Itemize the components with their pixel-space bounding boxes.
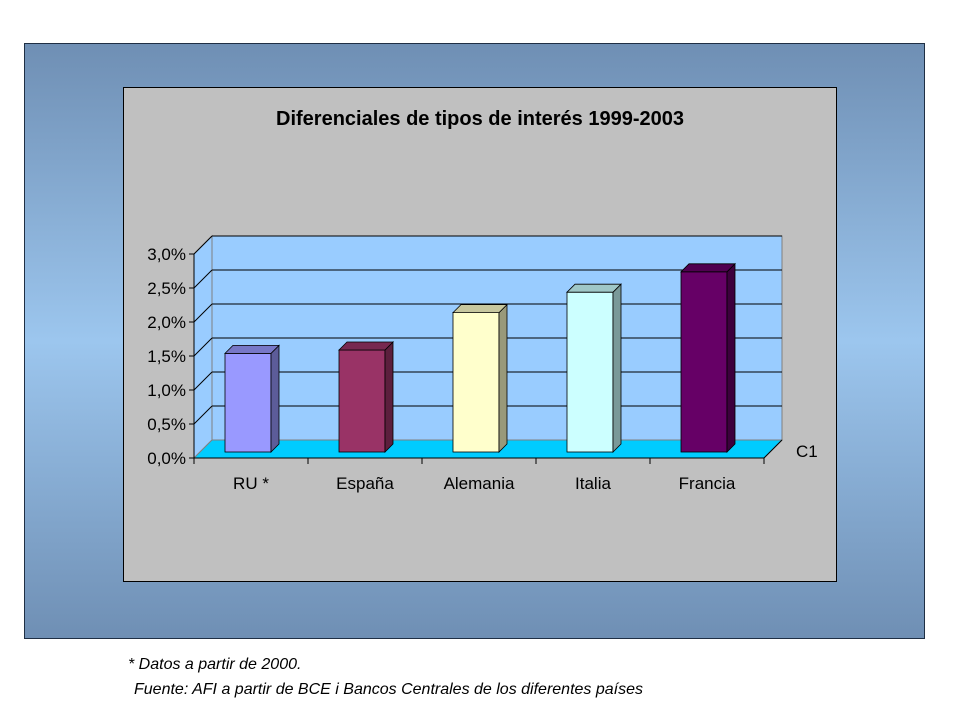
y-tick-label: 2,5%: [147, 279, 186, 298]
gridline-side: [193, 303, 213, 323]
bar-3: [566, 291, 614, 453]
bar-side-4: [726, 262, 736, 453]
bar-top-2: [452, 304, 508, 314]
bar-4: [680, 271, 728, 453]
bar-side-3: [612, 283, 622, 453]
bar-top-3: [566, 283, 622, 293]
x-tick-label: España: [336, 474, 394, 493]
gridline-side: [193, 405, 213, 425]
bar-side-1: [384, 341, 394, 453]
chart-title: Diferenciales de tipos de interés 1999-2…: [276, 108, 684, 130]
y-tick-label: 1,5%: [147, 347, 186, 366]
gridline-side: [193, 235, 213, 255]
y-tick-label: 0,0%: [147, 449, 186, 468]
x-tick-label: RU *: [233, 474, 269, 493]
y-tick-label: 0,5%: [147, 415, 186, 434]
x-tick-label: Alemania: [444, 474, 515, 493]
chart-plot: 0,0% 0,5% 1,0% 1,5% 2,0% 2,5% 3,0% RU * España Al…: [147, 234, 818, 493]
y-tick-label: 1,0%: [147, 381, 186, 400]
gridline-side: [193, 337, 213, 357]
x-tick-label: Francia: [679, 474, 736, 493]
x-tick-label: Italia: [575, 474, 611, 493]
x-axis-edge: [763, 439, 783, 459]
bar-side-2: [498, 303, 508, 453]
gridline-side: [193, 371, 213, 391]
footnote-data-start: * Datos a partir de 2000.: [128, 656, 302, 673]
bar-top-4: [680, 263, 736, 273]
y-tick-label: 3,0%: [147, 245, 186, 264]
bar-1: [338, 349, 386, 453]
chart-area: Diferenciales de tipos de interés 1999-2…: [123, 87, 837, 582]
y-tick-label: 2,0%: [147, 313, 186, 332]
series-label: C1: [796, 442, 818, 461]
bar-top-1: [338, 341, 394, 351]
footnote-source: Fuente: AFI a partir de BCE i Bancos Cen…: [134, 681, 643, 698]
bar-0: [224, 352, 272, 453]
bar-2: [452, 312, 500, 453]
gridline-side: [193, 269, 213, 289]
bar-side-0: [270, 344, 280, 453]
bar-top-0: [224, 344, 280, 354]
